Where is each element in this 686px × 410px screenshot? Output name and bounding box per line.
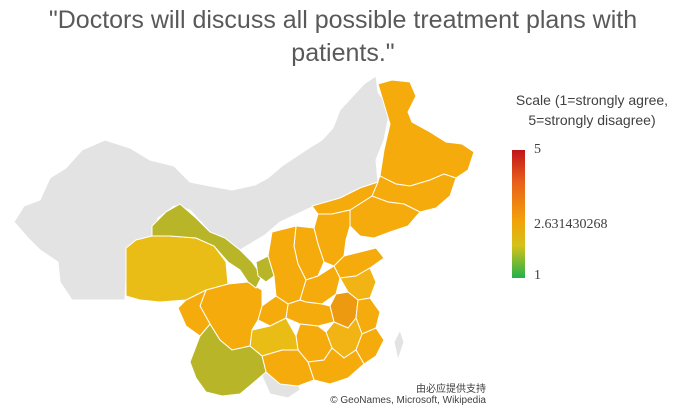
legend-mid-label: 2.631430268	[534, 217, 608, 232]
legend-max-label: 5	[534, 142, 541, 157]
region-no-data-north[interactable]	[13, 75, 391, 301]
region-hubei[interactable]	[285, 299, 335, 327]
legend-min-label: 1	[534, 268, 541, 283]
region-guangdong[interactable]	[307, 347, 365, 385]
region-gansu[interactable]	[151, 203, 263, 289]
map-title: "Doctors will discuss all possible treat…	[48, 6, 638, 67]
legend-title: Scale (1=strongly agree, 5=strongly disa…	[515, 92, 669, 128]
region-ningxia[interactable]	[255, 255, 275, 283]
legend-color-bar	[512, 150, 525, 278]
attribution-powered-by: 由必应提供支持	[416, 384, 486, 395]
attribution-sources: © GeoNames, Microsoft, Wikipedia	[330, 395, 486, 406]
region-yunnan[interactable]	[189, 323, 267, 397]
region-heilongjiang[interactable]	[377, 79, 475, 187]
region-liaoning[interactable]	[349, 195, 421, 239]
region-no-data-taiwan[interactable]	[393, 328, 405, 362]
region-tibet[interactable]	[177, 288, 211, 337]
